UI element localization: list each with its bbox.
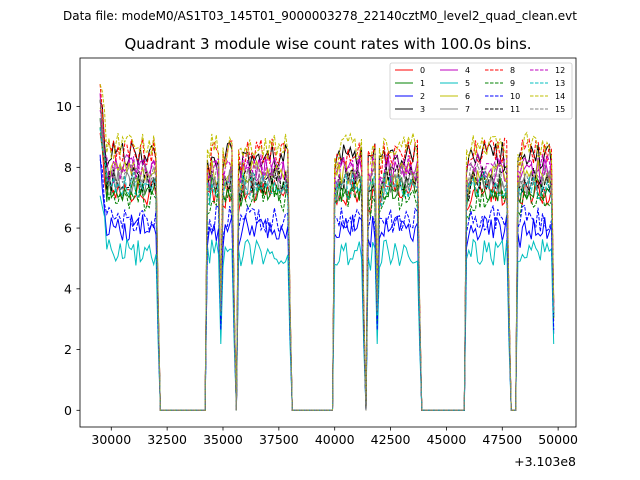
x-offset-label: +3.103e8 — [514, 454, 576, 469]
legend-label-0: 0 — [420, 66, 425, 75]
legend-label-5: 5 — [465, 79, 470, 88]
x-tick-label: 30000 — [91, 432, 131, 447]
legend-label-7: 7 — [465, 105, 470, 114]
series-line-13 — [99, 128, 555, 411]
legend-label-3: 3 — [420, 105, 425, 114]
series-line-0 — [99, 133, 555, 411]
x-tick-label: 32500 — [147, 432, 187, 447]
y-tick-label: 10 — [56, 99, 72, 114]
legend-label-12: 12 — [555, 66, 565, 75]
series-line-10 — [99, 159, 555, 411]
x-tick-label: 37500 — [259, 432, 299, 447]
legend-label-6: 6 — [465, 92, 470, 101]
x-tick-label: 45000 — [427, 432, 467, 447]
x-tick-label: 40000 — [315, 432, 355, 447]
axes: 30000 32500 35000 37500 40000 42500 45000 47500… — [56, 57, 578, 447]
legend-label-13: 13 — [555, 79, 565, 88]
legend-label-1: 1 — [420, 79, 425, 88]
y-tick-label: 8 — [64, 160, 72, 175]
legend-label-8: 8 — [510, 66, 515, 75]
series-line-4 — [99, 93, 555, 411]
y-tick-label: 2 — [64, 342, 72, 357]
axes-frame — [79, 57, 577, 428]
legend-label-11: 11 — [510, 105, 520, 114]
x-tick-label: 50000 — [538, 432, 578, 447]
series-line-15 — [99, 99, 555, 411]
series-line-12 — [99, 110, 555, 411]
series-line-5 — [99, 195, 555, 411]
series-line-9 — [99, 127, 555, 411]
legend-label-2: 2 — [420, 92, 425, 101]
chart-suptitle: Data file: modeM0/AS1T03_145T01_90000032… — [63, 9, 577, 23]
legend-label-4: 4 — [465, 66, 470, 75]
series-line-7 — [99, 119, 555, 411]
chart-title: Quadrant 3 module wise count rates with … — [124, 35, 531, 53]
x-tick-label: 47500 — [482, 432, 522, 447]
x-tick-label: 35000 — [203, 432, 243, 447]
legend-label-10: 10 — [510, 92, 520, 101]
legend-box — [389, 62, 573, 120]
legend-label-9: 9 — [510, 79, 515, 88]
legend-label-14: 14 — [555, 92, 565, 101]
legend-label-15: 15 — [555, 105, 565, 114]
y-tick-label: 0 — [64, 403, 72, 418]
plot-area — [99, 84, 555, 411]
series-line-1 — [99, 118, 555, 411]
y-tick-label: 6 — [64, 221, 72, 236]
y-tick-label: 4 — [64, 281, 72, 296]
x-tick-label: 42500 — [371, 432, 411, 447]
